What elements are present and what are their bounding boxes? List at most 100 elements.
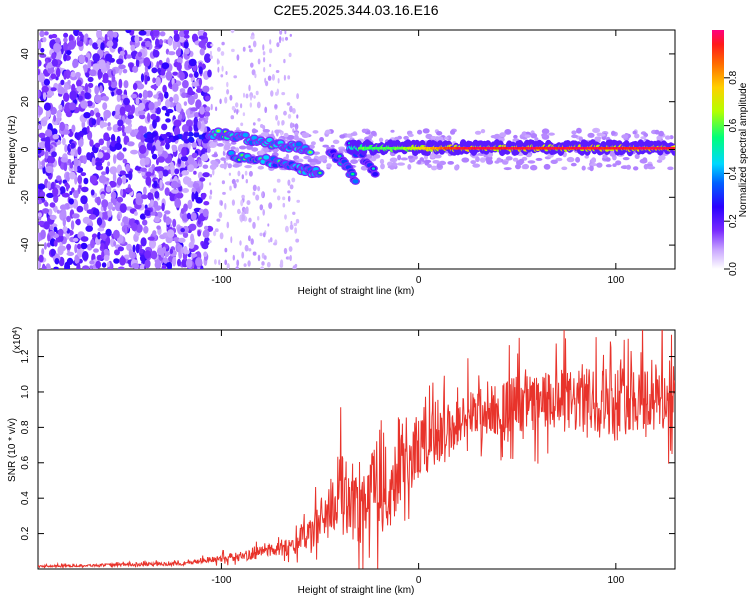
spectrogram-cell bbox=[248, 45, 251, 49]
spectrogram-cell bbox=[190, 253, 198, 258]
spectrogram-x-tick-label: 0 bbox=[416, 275, 422, 286]
spectrogram-cell bbox=[114, 142, 123, 150]
spectrogram-cell bbox=[182, 111, 186, 121]
spectrogram-cell bbox=[116, 152, 125, 161]
spectrogram-cell bbox=[576, 127, 582, 134]
spectrogram-cell bbox=[44, 31, 49, 36]
spectrogram-cell bbox=[107, 122, 111, 127]
spectrogram-cell bbox=[132, 82, 138, 91]
spectrogram-cell bbox=[71, 124, 76, 133]
spectrogram-cell bbox=[248, 84, 251, 92]
snr-panel: -100 0 100 0.2 0.4 0.6 0.8 1.0 1.2 Height of str… bbox=[7, 327, 676, 596]
spectrogram-cell bbox=[150, 250, 158, 260]
spectrogram-cell bbox=[53, 226, 58, 232]
spectrogram-cell bbox=[516, 160, 524, 166]
spectrogram-cell bbox=[87, 59, 92, 70]
spectrogram-cell bbox=[74, 244, 78, 254]
spectrogram-cell bbox=[202, 85, 210, 93]
spectrogram-cell bbox=[141, 257, 146, 265]
spectrogram-cell bbox=[194, 112, 200, 119]
spectrogram-y-label: Frequency (Hz) bbox=[7, 116, 18, 185]
spectrogram-cell bbox=[295, 127, 298, 131]
spectrogram-cell bbox=[57, 86, 65, 95]
spectrogram-cell bbox=[303, 155, 312, 160]
spectrogram-cell bbox=[90, 189, 95, 196]
spectrogram-cell bbox=[82, 265, 90, 269]
spectrogram-cell bbox=[69, 162, 74, 169]
spectrogram-cell bbox=[275, 114, 279, 121]
spectrogram-cell bbox=[164, 210, 171, 215]
spectrogram-cell bbox=[622, 157, 630, 161]
spectrogram-cell bbox=[248, 235, 251, 242]
spectrogram-cell bbox=[152, 49, 160, 58]
spectrogram-cell bbox=[130, 93, 137, 99]
spectrogram-cell bbox=[186, 212, 191, 220]
spectrogram-cell bbox=[89, 260, 95, 265]
spectrogram-cell bbox=[51, 58, 58, 67]
spectrogram-cell bbox=[157, 146, 164, 153]
spectrogram-cell bbox=[144, 259, 151, 269]
spectrogram-cell bbox=[120, 188, 124, 197]
spectrogram-cell bbox=[548, 132, 555, 136]
spectrogram-cell bbox=[231, 105, 236, 111]
spectrogram-cell bbox=[110, 181, 117, 188]
spectrogram-cell bbox=[103, 211, 108, 220]
spectrogram-cell bbox=[195, 99, 202, 110]
spectrogram-cell bbox=[214, 259, 217, 265]
snr-y-label: SNR (10 * v/v) bbox=[7, 418, 18, 482]
spectrogram-cell bbox=[187, 95, 195, 106]
spectrogram-cell bbox=[504, 129, 512, 135]
spectrogram-cell bbox=[243, 92, 245, 98]
spectrogram-cell bbox=[193, 170, 197, 175]
spectrogram-cell bbox=[233, 75, 237, 79]
spectrogram-cell bbox=[54, 258, 60, 265]
spectrogram-cell bbox=[66, 50, 72, 56]
spectrogram-cell bbox=[273, 242, 277, 246]
spectrogram-cell bbox=[170, 166, 175, 177]
spectrogram-cell bbox=[352, 179, 359, 184]
spectrogram-cell bbox=[252, 40, 257, 48]
spectrogram-cell bbox=[667, 166, 674, 171]
spectrogram-cell bbox=[109, 166, 118, 175]
colorbar-tick-label: 0.6 bbox=[728, 118, 739, 132]
spectrogram-cell bbox=[150, 84, 159, 90]
spectrogram-cell bbox=[105, 235, 111, 246]
spectrogram-cell bbox=[289, 105, 293, 113]
spectrogram-cell bbox=[56, 209, 60, 214]
spectrogram-cell bbox=[403, 135, 409, 140]
spectrogram-cell bbox=[158, 59, 163, 66]
spectrogram-cell bbox=[296, 199, 301, 203]
spectrogram-cell bbox=[125, 54, 132, 59]
spectrogram-cell bbox=[257, 186, 261, 192]
spectrogram-cell bbox=[172, 256, 177, 267]
spectrogram-cell bbox=[38, 132, 46, 139]
spectrogram-cell bbox=[490, 135, 497, 139]
spectrogram-cell bbox=[202, 208, 209, 218]
spectrogram-cell bbox=[450, 129, 456, 135]
spectrogram-cell bbox=[41, 248, 45, 255]
spectrogram-cell bbox=[371, 167, 375, 170]
spectrogram-cell bbox=[71, 187, 75, 193]
spectrogram-cell bbox=[133, 128, 139, 134]
spectrogram-cell bbox=[237, 170, 241, 177]
spectrogram-cell bbox=[389, 157, 398, 163]
spectrogram-cell bbox=[47, 67, 55, 74]
snr-y-tick-label: 0.8 bbox=[20, 420, 31, 434]
spectrogram-cell bbox=[102, 72, 109, 83]
spectrogram-cell bbox=[58, 156, 62, 167]
spectrogram-cell bbox=[69, 171, 76, 180]
spectrogram-cell bbox=[110, 79, 118, 89]
spectrogram-cell bbox=[101, 95, 109, 101]
spectrogram-cell bbox=[175, 49, 181, 57]
spectrogram-cell bbox=[121, 124, 125, 134]
spectrogram-cell bbox=[49, 214, 57, 220]
spectrogram-cell bbox=[241, 174, 244, 180]
spectrogram-cell bbox=[113, 258, 120, 264]
spectrogram-cell bbox=[70, 220, 75, 231]
spectrogram-cell bbox=[98, 138, 105, 146]
spectrogram-cell bbox=[215, 106, 218, 112]
spectrogram-cell bbox=[153, 94, 159, 99]
spectrogram-cell bbox=[155, 38, 160, 48]
spectrogram-cell bbox=[230, 30, 235, 34]
spectrogram-cell bbox=[240, 122, 244, 127]
